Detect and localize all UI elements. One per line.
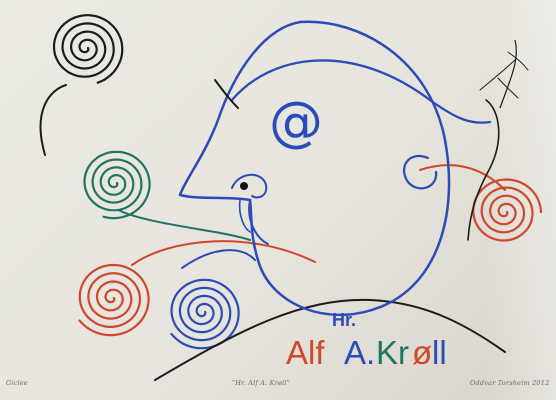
name-label: Alf A. Kr ø ll xyxy=(286,334,447,371)
name-part-kr: Kr xyxy=(376,334,409,371)
eye-lid xyxy=(231,173,268,199)
hanging-stroke xyxy=(467,99,500,241)
signature-doodle xyxy=(479,51,529,99)
spiral-tail-green xyxy=(117,209,251,241)
name-part-ll: ll xyxy=(432,334,447,371)
spiral-tail-blue xyxy=(181,249,256,269)
spiral-black xyxy=(52,14,124,84)
eye-pupil xyxy=(240,182,248,190)
name-part-o: ø xyxy=(412,334,432,371)
at-symbol: @ xyxy=(269,90,323,153)
name-part-alf: Alf xyxy=(286,334,325,371)
chin-line xyxy=(248,199,269,245)
ear xyxy=(403,155,438,190)
hair-swoop xyxy=(230,59,492,124)
eyebrow xyxy=(214,79,239,109)
spiral-red-right xyxy=(472,178,543,242)
spiral-green xyxy=(83,150,151,220)
caption-artist: Oddvar Torsheim 2012 xyxy=(470,379,550,387)
head-outline xyxy=(248,20,451,317)
caption-title: "Hr. Alf A. Krøll" xyxy=(232,379,290,387)
spiral-tail-red xyxy=(131,240,316,266)
spiral-blue xyxy=(170,278,240,350)
mouth-line xyxy=(238,199,251,233)
spiral-tail-black xyxy=(39,84,67,156)
caption-technique: Giclee xyxy=(6,379,28,387)
name-part-initial: A. xyxy=(344,334,375,371)
hill-line xyxy=(154,298,506,381)
title-hr: Hr. xyxy=(332,310,356,330)
face-profile xyxy=(178,20,302,202)
signature-flourish xyxy=(499,39,517,109)
ear-red-streak xyxy=(419,164,506,191)
spiral-red-left xyxy=(78,263,150,337)
